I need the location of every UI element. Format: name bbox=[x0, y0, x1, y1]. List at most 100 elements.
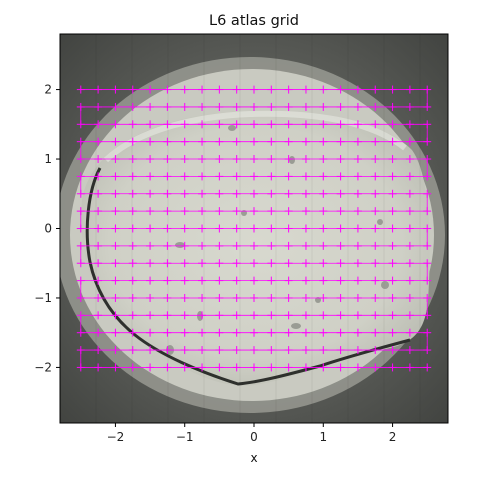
grid-point-marker bbox=[388, 102, 397, 111]
grid-point-marker bbox=[163, 85, 172, 94]
grid-point-marker bbox=[128, 241, 137, 250]
grid-point-marker bbox=[405, 207, 414, 216]
grid-point-marker bbox=[423, 276, 432, 285]
x-axis: −2 −1 0 1 2 bbox=[107, 423, 396, 444]
grid-point-marker bbox=[76, 85, 85, 94]
grid-point-marker bbox=[284, 276, 293, 285]
grid-point-marker bbox=[146, 189, 155, 198]
grid-point-marker bbox=[76, 259, 85, 268]
grid-point-marker bbox=[111, 137, 120, 146]
grid-point-marker bbox=[215, 276, 224, 285]
grid-point-marker bbox=[388, 363, 397, 372]
grid-point-marker bbox=[423, 189, 432, 198]
grid-point-marker bbox=[146, 120, 155, 129]
grid-point-marker bbox=[232, 207, 241, 216]
grid-point-marker bbox=[301, 155, 310, 164]
grid-point-marker bbox=[94, 155, 103, 164]
grid-point-marker bbox=[388, 259, 397, 268]
grid-point-marker bbox=[284, 172, 293, 181]
grid-point-marker bbox=[232, 172, 241, 181]
grid-point-marker bbox=[198, 137, 207, 146]
grid-point-marker bbox=[371, 224, 380, 233]
plot-area bbox=[76, 85, 432, 372]
grid-point-marker bbox=[180, 224, 189, 233]
grid-point-marker bbox=[319, 224, 328, 233]
grid-point-marker bbox=[128, 120, 137, 129]
grid-point-marker bbox=[319, 311, 328, 320]
grid-point-marker bbox=[301, 224, 310, 233]
grid-point-marker bbox=[284, 224, 293, 233]
grid-point-marker bbox=[76, 120, 85, 129]
grid-point-marker bbox=[284, 102, 293, 111]
grid-point-marker bbox=[336, 137, 345, 146]
grid-point-marker bbox=[284, 241, 293, 250]
grid-point-marker bbox=[336, 328, 345, 337]
grid-point-marker bbox=[163, 276, 172, 285]
grid-point-marker bbox=[111, 328, 120, 337]
grid-point-marker bbox=[353, 102, 362, 111]
grid-point-marker bbox=[284, 155, 293, 164]
grid-point-marker bbox=[250, 328, 258, 337]
grid-point-marker bbox=[111, 293, 120, 302]
grid-point-marker bbox=[371, 328, 380, 337]
grid-point-marker bbox=[232, 363, 241, 372]
grid-point-marker bbox=[388, 293, 397, 302]
grid-point-marker bbox=[405, 241, 414, 250]
grid-point-marker bbox=[76, 328, 85, 337]
grid-point-marker bbox=[94, 346, 103, 355]
grid-point-marker bbox=[353, 311, 362, 320]
chart-title: L6 atlas grid bbox=[209, 13, 299, 29]
grid-point-marker bbox=[423, 102, 432, 111]
grid-point-marker bbox=[215, 85, 224, 94]
grid-point-marker bbox=[301, 363, 310, 372]
grid-point-marker bbox=[319, 241, 328, 250]
grid-point-marker bbox=[371, 189, 380, 198]
grid-point-marker bbox=[284, 311, 293, 320]
grid-point-marker bbox=[215, 293, 224, 302]
grid-point-marker bbox=[319, 172, 328, 181]
grid-point-marker bbox=[388, 207, 397, 216]
grid-point-marker bbox=[146, 155, 155, 164]
grid-point-marker bbox=[198, 363, 207, 372]
grid-point-marker bbox=[163, 259, 172, 268]
grid-point-marker bbox=[111, 311, 120, 320]
grid-point-marker bbox=[405, 311, 414, 320]
grid-point-marker bbox=[180, 120, 189, 129]
grid-point-marker bbox=[319, 363, 328, 372]
grid-point-marker bbox=[388, 137, 397, 146]
grid-point-marker bbox=[94, 311, 103, 320]
grid-point-marker bbox=[319, 189, 328, 198]
grid-point-marker bbox=[423, 259, 432, 268]
grid-point-marker bbox=[180, 276, 189, 285]
grid-point-marker bbox=[267, 172, 276, 181]
grid-point-marker bbox=[128, 189, 137, 198]
grid-point-marker bbox=[250, 207, 258, 216]
grid-point-marker bbox=[215, 241, 224, 250]
grid-point-marker bbox=[128, 259, 137, 268]
grid-point-marker bbox=[353, 363, 362, 372]
grid-point-marker bbox=[284, 85, 293, 94]
grid-point-marker bbox=[215, 328, 224, 337]
grid-point-marker bbox=[198, 85, 207, 94]
grid-point-marker bbox=[163, 172, 172, 181]
grid-point-marker bbox=[423, 155, 432, 164]
grid-point-marker bbox=[405, 224, 414, 233]
grid-point-marker bbox=[232, 241, 241, 250]
grid-point-marker bbox=[371, 85, 380, 94]
grid-point-marker bbox=[76, 276, 85, 285]
grid-point-marker bbox=[353, 293, 362, 302]
grid-point-marker bbox=[180, 259, 189, 268]
grid-point-marker bbox=[336, 120, 345, 129]
grid-point-marker bbox=[215, 102, 224, 111]
grid-point-marker bbox=[301, 293, 310, 302]
grid-point-marker bbox=[301, 189, 310, 198]
grid-point-marker bbox=[232, 346, 241, 355]
grid-point-marker bbox=[128, 293, 137, 302]
grid-point-marker bbox=[163, 137, 172, 146]
grid-point-marker bbox=[163, 102, 172, 111]
grid-point-marker bbox=[180, 363, 189, 372]
grid-point-marker bbox=[180, 207, 189, 216]
grid-point-marker bbox=[128, 224, 137, 233]
grid-point-marker bbox=[128, 155, 137, 164]
grid-point-marker bbox=[232, 85, 241, 94]
